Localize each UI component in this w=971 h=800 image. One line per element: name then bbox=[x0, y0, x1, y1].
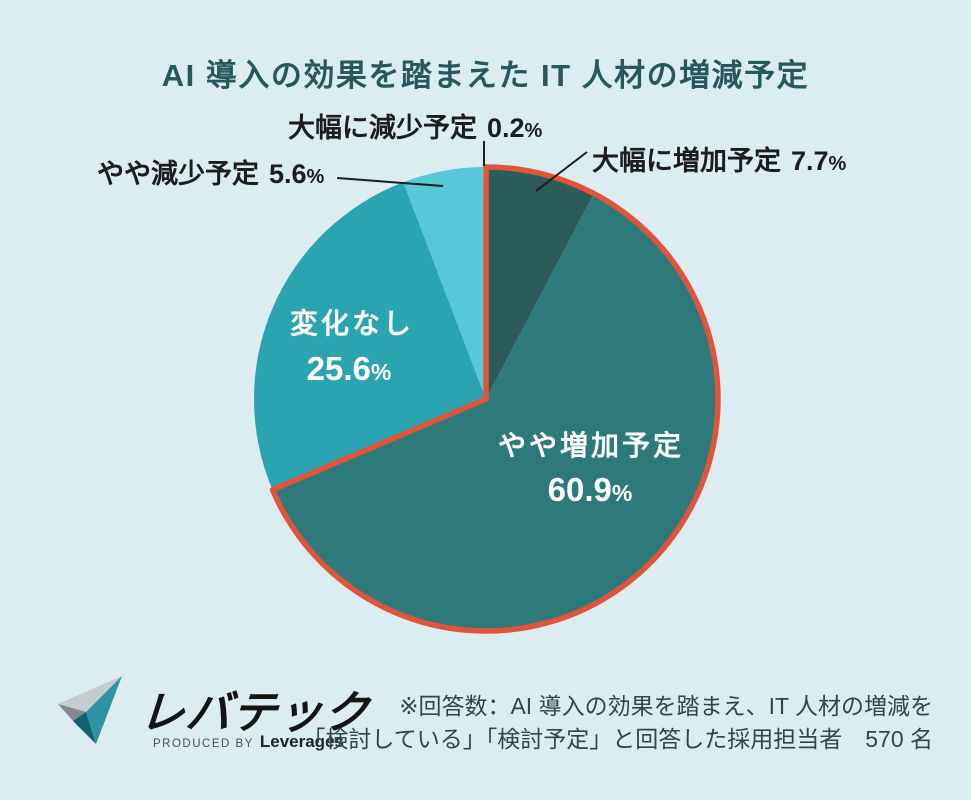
pie-outside-label-4: 大幅に減少予定 0.2% bbox=[288, 112, 543, 143]
pie-slice-2 bbox=[253, 182, 486, 490]
produced-by-label: PRODUCED BY bbox=[153, 738, 254, 750]
pie-slice-0 bbox=[486, 167, 594, 399]
survey-note-line-2: 「検討している」「検討予定」と回答した採用担当者 570 名 bbox=[302, 726, 933, 752]
pie-outside-label-3: やや減少予定 5.6% bbox=[97, 158, 325, 189]
pie-highlight-outline bbox=[269, 164, 721, 634]
paper-plane-icon bbox=[58, 676, 122, 744]
survey-note-line-1: ※回答数：AI 導入の効果を踏まえ、IT 人材の増減を bbox=[399, 693, 933, 719]
pie-outside-label-0: 大幅に増加予定 7.7% bbox=[592, 145, 847, 176]
produced-by-line: PRODUCED BY Leverages bbox=[153, 732, 344, 752]
levtech-logo: レバテック PRODUCED BY Leverages bbox=[55, 672, 372, 757]
pie-leader-line-3 bbox=[336, 177, 444, 187]
pie-inside-label-1: やや増加予定 bbox=[498, 429, 684, 461]
chart-title: AI 導入の効果を踏まえた IT 人材の増減予定 bbox=[161, 58, 810, 93]
pie-inside-value-1: 60.9% bbox=[548, 471, 633, 508]
pie-slice-1 bbox=[272, 193, 718, 631]
pie-slice-3 bbox=[403, 167, 486, 399]
pie-inside-label-2: 変化なし bbox=[290, 307, 414, 339]
pie-inside-value-2: 25.6% bbox=[307, 350, 392, 387]
survey-note: ※回答数：AI 導入の効果を踏まえ、IT 人材の増減を 「検討している」「検討予… bbox=[302, 690, 933, 756]
pie-leader-line-0 bbox=[535, 151, 588, 192]
company-name: Leverages bbox=[259, 732, 344, 751]
